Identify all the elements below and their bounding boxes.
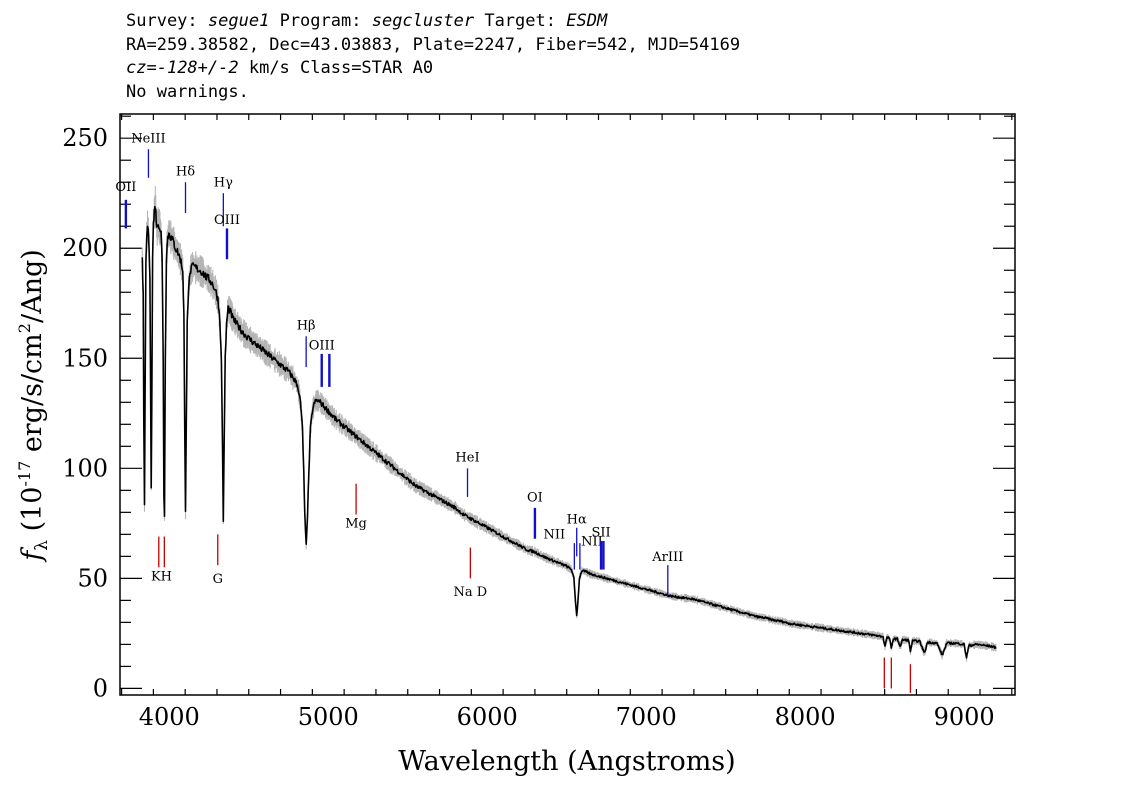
- absorption-line-label: Mg: [345, 517, 367, 532]
- emission-line-label: OI: [527, 490, 543, 505]
- emission-line-label: OIII: [214, 213, 240, 228]
- svg-text:fλ (10-17 erg/s/cm2/Ang): fλ (10-17 erg/s/cm2/Ang): [15, 249, 52, 563]
- coordinates-line: RA=259.38582, Dec=43.03883, Plate=2247, …: [126, 34, 741, 55]
- y-tick-label: 100: [62, 454, 108, 482]
- emission-line-label: NII: [581, 534, 603, 549]
- flux-error-band: [141, 186, 997, 662]
- y-axis-title: fλ (10-17 erg/s/cm2/Ang): [15, 249, 52, 563]
- emission-line-label: ArIII: [651, 550, 683, 565]
- absorption-line-label: Na D: [454, 585, 488, 600]
- emission-line-label: OII: [115, 180, 136, 195]
- emission-line-label: HeI: [455, 451, 479, 466]
- target-label: Target:: [484, 11, 556, 31]
- axis-ticks: [120, 114, 1015, 695]
- emission-line-label: Hβ: [297, 319, 316, 334]
- x-tick-label: 9000: [934, 703, 995, 731]
- x-axis-title: Wavelength (Angstroms): [398, 746, 735, 777]
- y-tick-label: 250: [62, 124, 108, 152]
- emission-line-label: NeIII: [131, 132, 165, 147]
- program-value: segcluster: [371, 11, 475, 31]
- survey-value: segue1: [207, 11, 270, 31]
- y-tick-label: 50: [77, 564, 108, 592]
- flux-series: [141, 205, 997, 659]
- emission-line-label: Hγ: [214, 176, 233, 191]
- x-tick-label: 4000: [139, 703, 200, 731]
- x-tick-label: 5000: [298, 703, 359, 731]
- emission-line-label: Hδ: [176, 165, 195, 180]
- x-tick-label: 8000: [775, 703, 836, 731]
- flux-line: [141, 205, 997, 659]
- target-value: ESDM: [566, 11, 608, 31]
- y-tick-label: 200: [62, 234, 108, 262]
- error-band-group: [141, 186, 997, 662]
- absorption-line-label: G: [213, 572, 223, 587]
- axis-tick-labels: 4000 5000 6000 7000 8000 9000 0 50 100 150 200 250: [62, 124, 994, 731]
- cz-label: cz=: [126, 58, 157, 78]
- plot-frame: [119, 113, 1016, 696]
- emission-line-label: OIII: [309, 338, 335, 353]
- cz-value: -128+/-2: [156, 58, 239, 78]
- program-label: Program:: [279, 11, 362, 31]
- y-tick-label: 0: [93, 674, 108, 702]
- y-tick-label: 150: [62, 344, 108, 372]
- spectral-line-markers: OIINeIIIHδHγOIIIHβOIIIHeIOINIIHαNIISIIAr…: [115, 132, 912, 693]
- emission-line-label: Hα: [567, 512, 587, 527]
- class-line: km/s Class=STAR A0: [238, 58, 434, 78]
- absorption-line-label: KH: [151, 570, 172, 585]
- emission-line-label: SII: [591, 526, 610, 541]
- warnings-line: No warnings.: [126, 81, 249, 102]
- survey-label: Survey:: [126, 11, 198, 31]
- x-tick-label: 7000: [616, 703, 677, 731]
- x-tick-label: 6000: [457, 703, 518, 731]
- emission-line-label: NII: [544, 528, 566, 543]
- spectrum-header: Survey: segue1 Program: segcluster Targe…: [126, 10, 740, 104]
